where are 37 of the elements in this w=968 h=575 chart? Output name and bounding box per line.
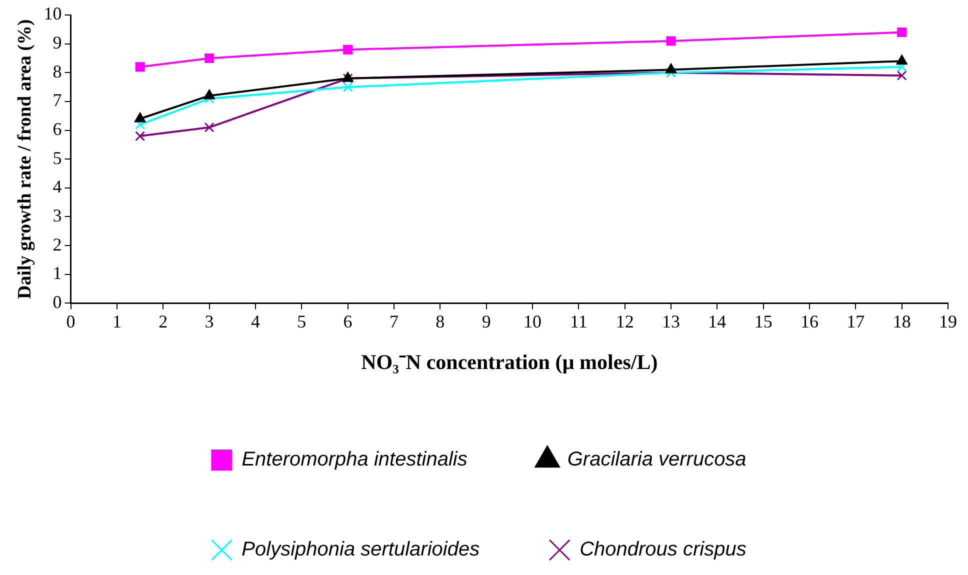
legend-label: Chondrous crispus <box>580 538 746 561</box>
y-tick-label: 8 <box>52 61 62 82</box>
x-tick-label: 16 <box>800 312 818 332</box>
x-tick-label: 0 <box>66 312 76 332</box>
x-tick-label: 9 <box>482 312 491 332</box>
x-tick-label: 13 <box>662 312 680 332</box>
y-axis-title: Daily growth rate / frond area (%) <box>14 19 36 299</box>
legend-label: Enteromorpha intestinalis <box>242 448 468 471</box>
x-tick-label: 10 <box>523 312 542 332</box>
x-tick-label: 14 <box>708 312 726 332</box>
x-tick-label: 5 <box>297 312 306 332</box>
y-tick-label: 10 <box>44 4 62 24</box>
x-tick-label: 7 <box>389 312 398 332</box>
y-tick-label: 4 <box>52 176 62 197</box>
x-tick-label: 1 <box>112 312 122 332</box>
x-tick-label: 15 <box>754 312 772 332</box>
x-tick-label: 4 <box>250 312 260 332</box>
y-tick-label: 7 <box>52 90 62 110</box>
x-tick-label: 2 <box>158 312 168 332</box>
x-tick-label: 19 <box>939 312 957 332</box>
y-tick-label: 0 <box>52 292 62 312</box>
y-tick-label: 3 <box>52 205 62 226</box>
x-tick-label: 8 <box>436 312 445 332</box>
y-tick-label: 2 <box>52 234 62 254</box>
y-tick-label: 9 <box>52 32 62 53</box>
y-tick-label: 1 <box>52 263 62 284</box>
x-tick-label: 17 <box>846 312 865 332</box>
y-tick-label: 6 <box>52 119 62 140</box>
legend-label: Polysiphonia sertularioides <box>242 538 480 561</box>
x-tick-label: 11 <box>570 312 588 332</box>
x-tick-label: 3 <box>204 312 214 332</box>
x-tick-label: 12 <box>616 312 634 332</box>
y-tick-label: 5 <box>52 148 62 168</box>
legend-label: Gracilaria verrucosa <box>567 448 746 471</box>
x-tick-label: 6 <box>343 312 352 332</box>
x-axis-title: NO₃⁻N concentration (µ moles/L) <box>361 350 658 374</box>
x-tick-label: 18 <box>892 312 911 332</box>
